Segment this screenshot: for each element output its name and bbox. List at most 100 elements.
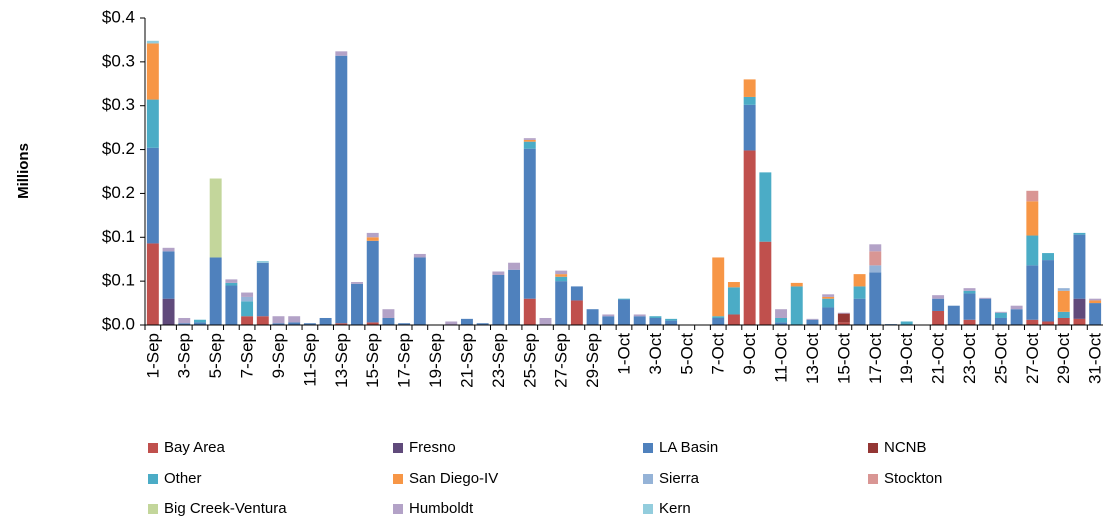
bar-segment bbox=[303, 323, 316, 325]
bar-segment bbox=[398, 323, 411, 325]
bar-segment bbox=[570, 300, 583, 325]
bar-segment bbox=[508, 269, 521, 325]
bar-segment bbox=[727, 287, 740, 315]
bar-segment bbox=[837, 313, 850, 323]
bar-segment bbox=[366, 237, 379, 241]
bar-segment bbox=[743, 150, 756, 325]
bar-segment bbox=[963, 293, 976, 320]
bar-segment bbox=[523, 148, 536, 299]
x-tick-label: 23-Sep bbox=[489, 333, 508, 388]
bar-segment bbox=[775, 309, 788, 318]
bar-segment bbox=[586, 309, 599, 325]
bar-segment bbox=[272, 316, 285, 324]
bar-segment bbox=[209, 178, 222, 258]
bar-segment bbox=[759, 241, 772, 325]
legend-label: LA Basin bbox=[659, 439, 718, 456]
x-tick-label: 29-Sep bbox=[583, 333, 602, 388]
bar-segment bbox=[492, 275, 505, 325]
x-tick-label: 7-Oct bbox=[709, 333, 728, 375]
bar-segment bbox=[618, 299, 630, 325]
bar-segment bbox=[822, 294, 835, 297]
x-tick-label: 5-Sep bbox=[206, 333, 225, 378]
bar-segment bbox=[1089, 303, 1102, 325]
bar-segment bbox=[256, 260, 269, 263]
bar-segment bbox=[1026, 235, 1039, 266]
bar-segment bbox=[288, 316, 301, 323]
x-tick-label: 17-Oct bbox=[866, 333, 885, 384]
bar-segment bbox=[1057, 311, 1070, 318]
bar-segment bbox=[837, 312, 850, 314]
bar-segment bbox=[523, 298, 536, 325]
bar-segment bbox=[225, 282, 238, 286]
legend-swatch bbox=[393, 443, 403, 453]
x-tick-label: 21-Oct bbox=[929, 333, 948, 384]
legend-label: Kern bbox=[659, 500, 691, 517]
bar-segment bbox=[508, 262, 521, 270]
bar-segment bbox=[633, 314, 646, 317]
legend-label: Sierra bbox=[659, 470, 700, 487]
bar-segment bbox=[727, 314, 740, 325]
y-tick-label: $0.1 bbox=[102, 227, 135, 246]
bar-segment bbox=[1026, 319, 1039, 325]
x-tick-label: 3-Oct bbox=[646, 333, 665, 375]
x-tick-label: 23-Oct bbox=[960, 333, 979, 384]
x-tick-label: 1-Sep bbox=[143, 333, 162, 378]
x-tick-label: 27-Sep bbox=[552, 333, 571, 388]
bar-segment bbox=[178, 317, 191, 324]
bar-segment bbox=[775, 322, 788, 325]
bar-segment bbox=[712, 317, 725, 325]
bar-segment bbox=[288, 322, 301, 325]
bar-segment bbox=[272, 323, 285, 325]
bar-segment bbox=[806, 318, 819, 320]
bar-segment bbox=[523, 141, 536, 149]
bar-segment bbox=[146, 43, 159, 100]
legend-swatch bbox=[148, 504, 158, 514]
bar-segment bbox=[837, 322, 850, 325]
bar-segment bbox=[633, 316, 646, 325]
bar-segment bbox=[1057, 290, 1070, 312]
bar-segment bbox=[822, 298, 835, 308]
x-tick-label: 15-Sep bbox=[363, 333, 382, 388]
x-tick-label: 3-Sep bbox=[175, 333, 194, 378]
bar-segment bbox=[241, 296, 254, 302]
bar-segment bbox=[539, 317, 552, 325]
bar-segment bbox=[319, 317, 332, 325]
bar-segment bbox=[555, 276, 568, 282]
legend-label: Big Creek-Ventura bbox=[164, 500, 287, 517]
bar-segment bbox=[162, 247, 175, 252]
x-tick-label: 11-Oct bbox=[772, 333, 791, 383]
x-tick-label: 15-Oct bbox=[834, 333, 853, 384]
x-tick-label: 29-Oct bbox=[1054, 333, 1073, 384]
bar-segment bbox=[963, 319, 976, 325]
x-tick-label: 25-Oct bbox=[991, 333, 1010, 384]
legend-swatch bbox=[393, 504, 403, 514]
bar-segment bbox=[146, 147, 159, 244]
bar-segment bbox=[1089, 300, 1102, 304]
bar-segment bbox=[366, 240, 379, 323]
bar-segment bbox=[869, 244, 882, 252]
bar-segment bbox=[256, 262, 269, 317]
x-tick-label: 21-Sep bbox=[457, 333, 476, 388]
legend-label: NCNB bbox=[884, 439, 927, 456]
bar-segment bbox=[649, 317, 662, 325]
x-tick-label: 9-Sep bbox=[269, 333, 288, 378]
legend-swatch bbox=[393, 474, 403, 484]
bar-segment bbox=[146, 40, 159, 44]
x-tick-label: 19-Sep bbox=[426, 333, 445, 388]
legend-label: Fresno bbox=[409, 439, 456, 456]
bar-segment bbox=[602, 316, 615, 325]
y-tick-label: $0.3 bbox=[102, 51, 135, 70]
bar-segment bbox=[523, 138, 536, 140]
bar-segment bbox=[853, 274, 866, 287]
bar-segment bbox=[382, 317, 395, 325]
bar-segment bbox=[869, 272, 882, 325]
y-tick-label: $0.2 bbox=[102, 139, 135, 158]
legend-swatch bbox=[148, 474, 158, 484]
bar-segment bbox=[1010, 309, 1023, 325]
bar-segment bbox=[602, 314, 615, 317]
bar-segment bbox=[382, 309, 395, 318]
bar-segment bbox=[869, 265, 882, 273]
legend-swatch bbox=[148, 443, 158, 453]
bar-segment bbox=[241, 301, 254, 317]
